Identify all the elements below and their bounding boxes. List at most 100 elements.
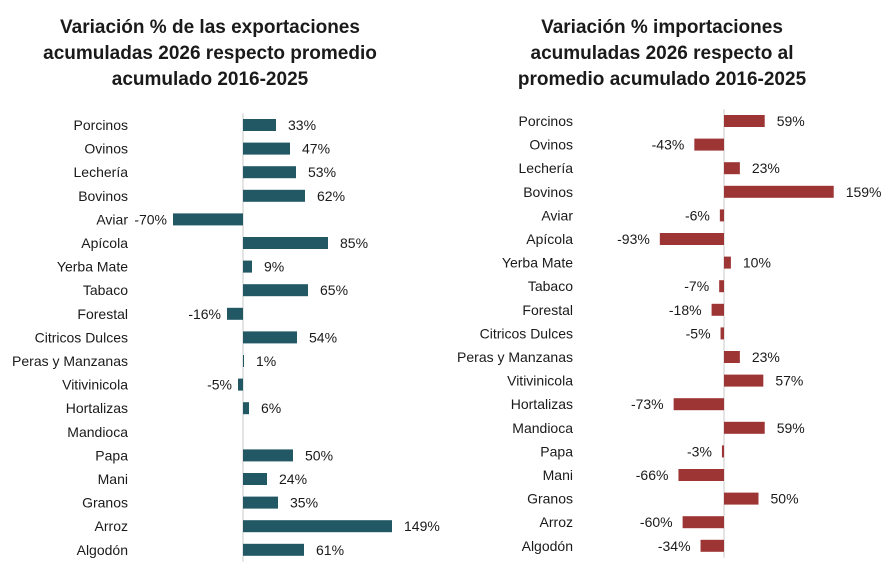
imports-bar [724,351,740,363]
imports-title-line-1: Variación % importaciones [541,17,783,38]
imports-bar [724,492,759,505]
imports-bar [721,445,724,458]
imports-category-label: Tabaco [528,278,573,294]
exports-title-line-2: acumuladas 2026 respecto promedio [43,43,377,64]
exports-bar [238,378,243,391]
exports-category-label: Lechería [74,164,129,180]
imports-value-label: -34% [658,538,691,554]
exports-bar [243,496,278,509]
exports-value-label: 50% [305,447,333,463]
exports-category-label: Mandioca [67,424,128,440]
exports-value-label: 1% [256,353,276,369]
imports-bar [673,398,724,411]
exports-bar [243,142,290,155]
imports-value-label: 59% [777,113,805,129]
imports-bar [724,256,731,269]
exports-bar [243,473,267,485]
exports-chart-title: Variación % de las exportaciones acumula… [0,15,420,93]
imports-bar [719,209,724,222]
exports-category-label: Bovinos [78,188,128,204]
imports-category-label: Papa [540,443,573,459]
exports-value-label: -70% [134,211,167,227]
imports-bar [711,303,724,316]
exports-bar [243,189,305,202]
imports-value-label: 23% [752,160,780,176]
imports-category-label: Bovinos [523,184,573,200]
exports-category-label: Aviar [96,211,128,227]
exports-value-label: 149% [404,518,440,534]
imports-category-label: Mandioca [512,420,573,436]
imports-value-label: 50% [771,491,799,507]
exports-category-label: Papa [95,447,128,463]
imports-category-label: Ovinos [529,137,573,153]
exports-bar [243,260,252,273]
exports-category-label: Vitivinicola [62,377,128,393]
imports-category-label: Aviar [541,207,573,223]
exports-bar [243,402,249,415]
imports-bar [700,539,724,552]
exports-value-label: -5% [207,377,232,393]
exports-bar [227,307,243,320]
imports-title-line-3: promedio acumulado 2016-2025 [517,69,807,90]
imports-bar [719,280,724,293]
exports-category-label: Yerba Mate [57,259,128,275]
imports-category-label: Granos [527,491,573,507]
imports-value-label: 23% [752,349,780,365]
imports-chart-panel: Variación % importaciones acumuladas 202… [440,0,884,572]
imports-bar [724,421,765,434]
imports-value-label: -6% [685,207,710,223]
imports-bar [694,138,724,151]
imports-value-label: -5% [686,325,711,341]
imports-title-line-2: acumuladas 2026 respecto al [530,43,794,64]
imports-value-label: 159% [846,184,882,200]
imports-category-label: Mani [543,467,573,483]
imports-value-label: -60% [640,514,673,530]
exports-category-label: Mani [98,471,128,487]
imports-bar [720,327,724,340]
imports-chart-title: Variación % importaciones acumuladas 202… [447,15,877,93]
exports-title-line-3: acumulado 2016-2025 [111,69,309,90]
imports-category-label: Porcinos [519,113,573,129]
imports-category-label: Hortalizas [511,396,573,412]
exports-value-label: 35% [290,495,318,511]
exports-bar [173,213,243,226]
exports-category-label: Porcinos [74,117,128,133]
imports-bar [724,374,764,387]
imports-category-label: Lechería [519,160,574,176]
imports-category-label: Yerba Mate [502,255,573,271]
exports-title-line-1: Variación % de las exportaciones [60,17,360,38]
exports-category-label: Citricos Dulces [35,329,128,345]
imports-value-label: -66% [636,467,669,483]
imports-category-label: Vitivinicola [507,373,573,389]
exports-value-label: 65% [320,282,348,298]
imports-bar [682,516,724,529]
imports-bar [724,115,765,127]
exports-bar [243,284,308,297]
imports-category-label: Peras y Manzanas [457,349,573,365]
exports-category-label: Apícola [81,235,128,251]
imports-category-label: Arroz [540,514,573,530]
exports-bar [243,166,296,179]
exports-category-label: Algodón [77,542,128,558]
imports-value-label: -3% [687,443,712,459]
exports-value-label: 85% [340,235,368,251]
exports-value-label: 54% [309,329,337,345]
exports-category-label: Arroz [95,518,128,534]
imports-value-label: 10% [743,255,771,271]
imports-value-label: -93% [617,231,650,247]
exports-category-label: Forestal [77,306,128,322]
imports-value-label: -43% [652,137,685,153]
exports-category-label: Tabaco [83,282,128,298]
imports-bar [678,469,724,481]
exports-bar [243,520,392,533]
exports-value-label: 6% [261,400,281,416]
exports-bar [243,449,293,462]
imports-value-label: 59% [777,420,805,436]
exports-category-label: Peras y Manzanas [12,353,128,369]
exports-bar [243,119,276,131]
exports-value-label: -16% [188,306,221,322]
exports-value-label: 62% [317,188,345,204]
exports-value-label: 24% [279,471,307,487]
imports-bar [659,233,724,245]
exports-value-label: 9% [264,259,284,275]
